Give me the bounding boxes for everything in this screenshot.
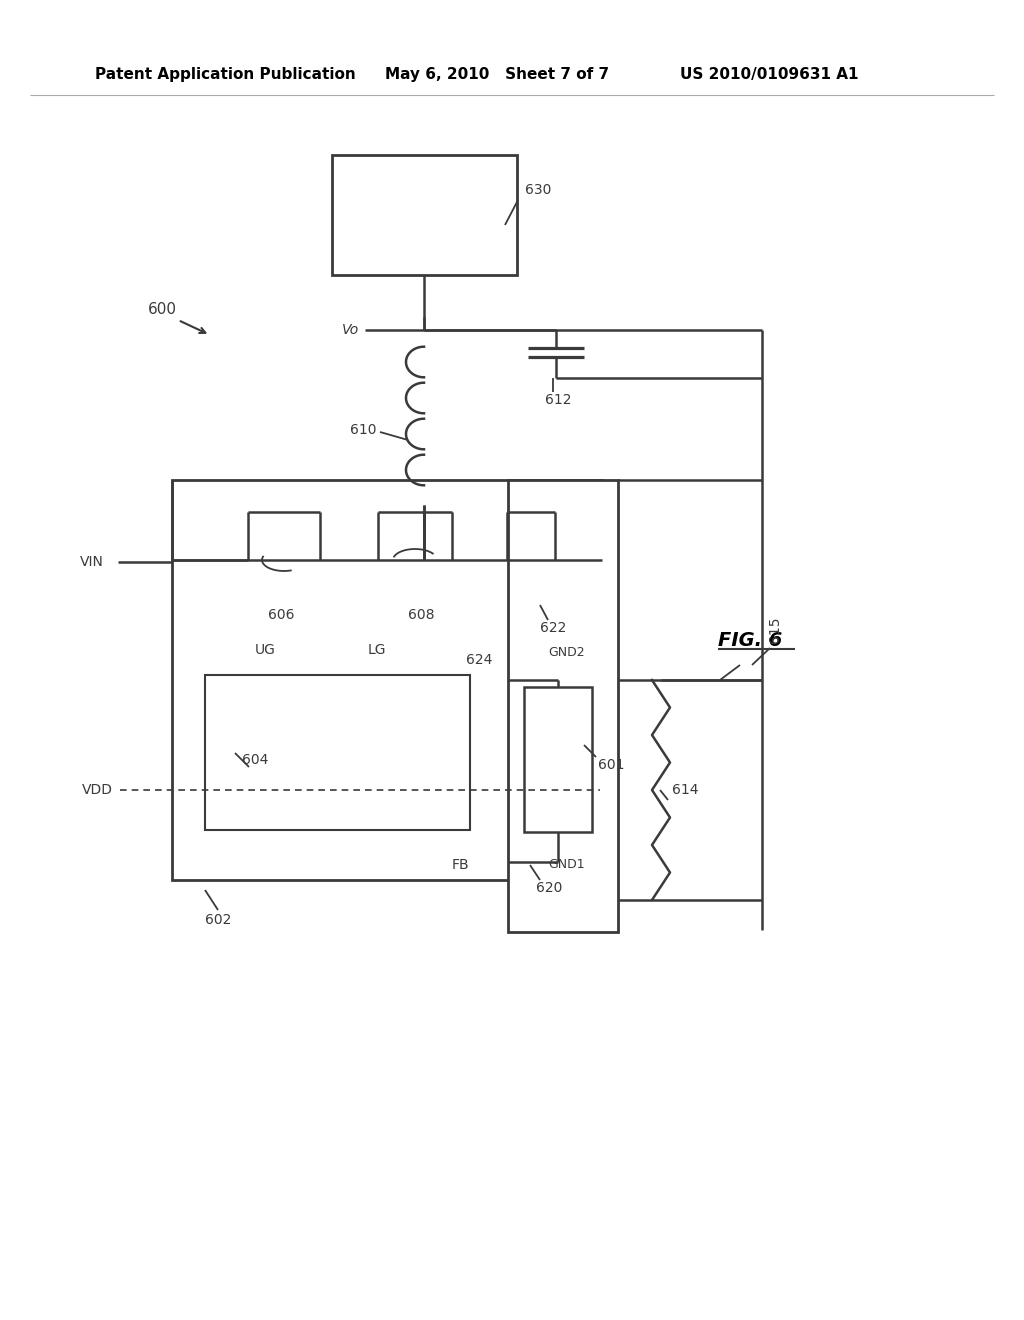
Text: Patent Application Publication: Patent Application Publication [95, 67, 355, 82]
Text: 604: 604 [242, 752, 268, 767]
Text: 622: 622 [540, 620, 566, 635]
Text: 624: 624 [466, 653, 493, 667]
Text: US 2010/0109631 A1: US 2010/0109631 A1 [680, 67, 858, 82]
Text: VDD: VDD [82, 783, 113, 797]
Bar [524, 686, 592, 832]
Bar [332, 154, 517, 275]
Text: 601: 601 [598, 758, 625, 772]
Bar [508, 480, 618, 932]
Text: 600: 600 [148, 302, 177, 318]
Text: May 6, 2010   Sheet 7 of 7: May 6, 2010 Sheet 7 of 7 [385, 67, 609, 82]
Text: FIG. 6: FIG. 6 [718, 631, 782, 649]
Text: FB: FB [452, 858, 470, 873]
Text: 608: 608 [408, 609, 434, 622]
Text: UG: UG [255, 643, 275, 657]
Text: 615: 615 [768, 616, 782, 643]
Bar [205, 675, 470, 830]
Text: 602: 602 [205, 913, 231, 927]
Text: Vo: Vo [342, 323, 359, 337]
Text: GND2: GND2 [548, 645, 585, 659]
Text: GND1: GND1 [548, 858, 585, 871]
Text: 610: 610 [350, 422, 377, 437]
Text: 606: 606 [268, 609, 295, 622]
Text: VIN: VIN [80, 554, 103, 569]
Text: 630: 630 [525, 183, 551, 197]
Text: 612: 612 [545, 393, 571, 407]
Text: 614: 614 [672, 783, 698, 797]
Bar [172, 480, 602, 880]
Text: 620: 620 [536, 880, 562, 895]
Text: LG: LG [368, 643, 386, 657]
